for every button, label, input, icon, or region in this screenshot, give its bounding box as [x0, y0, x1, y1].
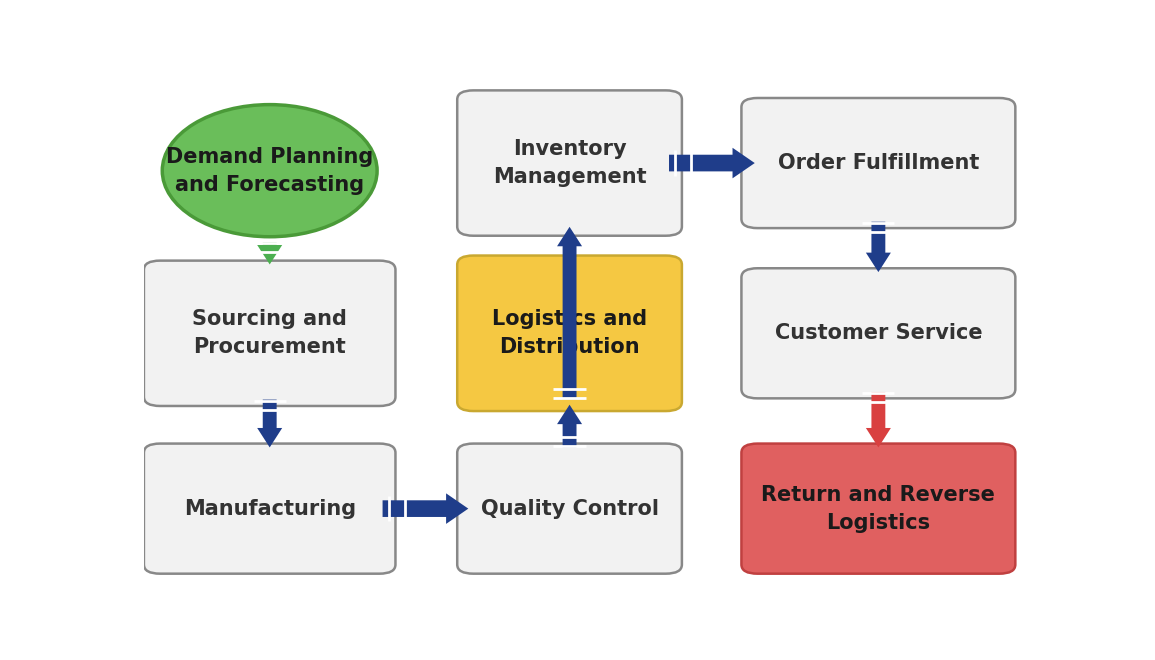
FancyBboxPatch shape — [742, 98, 1015, 228]
FancyBboxPatch shape — [144, 444, 395, 574]
Text: Return and Reverse
Logistics: Return and Reverse Logistics — [761, 484, 996, 533]
FancyBboxPatch shape — [457, 90, 681, 236]
FancyBboxPatch shape — [144, 261, 395, 406]
Text: Manufacturing: Manufacturing — [184, 498, 356, 519]
Ellipse shape — [162, 104, 377, 237]
FancyBboxPatch shape — [457, 444, 681, 574]
FancyBboxPatch shape — [457, 255, 681, 411]
Text: Quality Control: Quality Control — [480, 498, 658, 519]
FancyBboxPatch shape — [742, 444, 1015, 574]
Text: Order Fulfillment: Order Fulfillment — [777, 153, 979, 173]
Text: Logistics and
Distribution: Logistics and Distribution — [492, 310, 647, 357]
Text: Inventory
Management: Inventory Management — [493, 139, 647, 187]
Text: Demand Planning
and Forecasting: Demand Planning and Forecasting — [166, 147, 373, 195]
Text: Customer Service: Customer Service — [775, 323, 982, 343]
Text: Sourcing and
Procurement: Sourcing and Procurement — [192, 310, 348, 357]
FancyBboxPatch shape — [742, 268, 1015, 399]
